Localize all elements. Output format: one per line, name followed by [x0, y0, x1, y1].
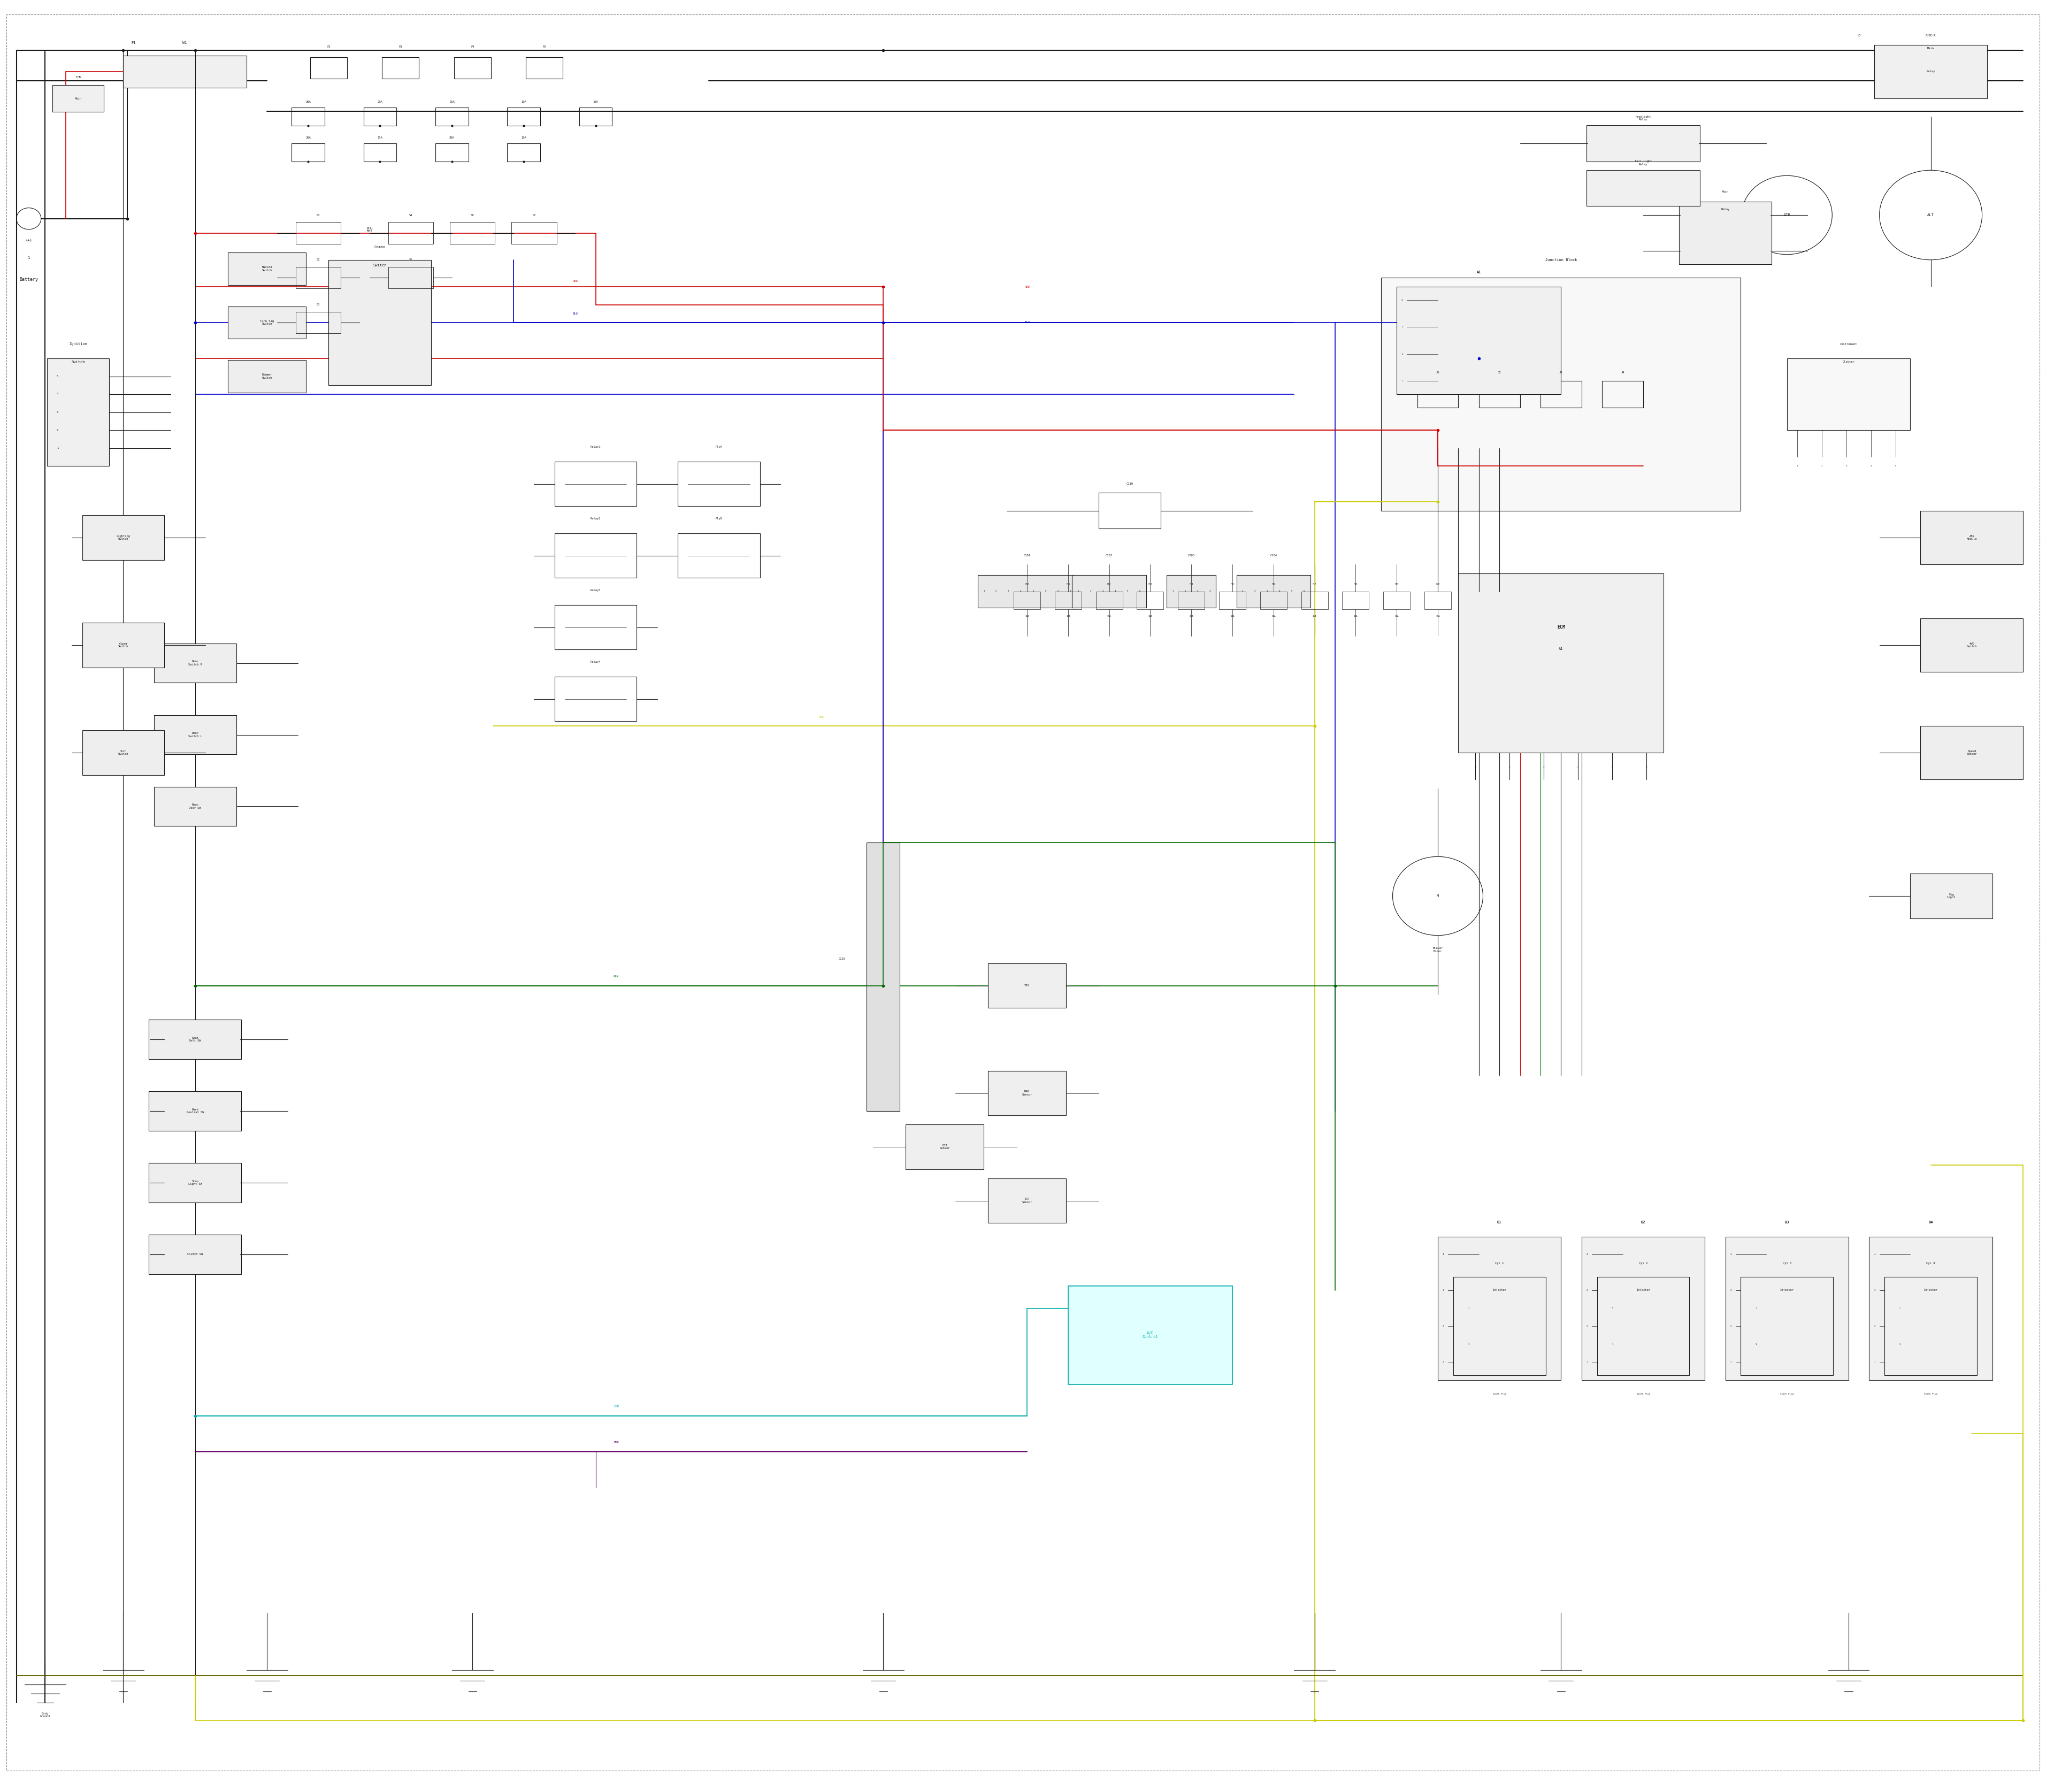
- Text: F12: F12: [1107, 582, 1111, 586]
- Text: 15A: 15A: [1107, 615, 1111, 618]
- Bar: [382, 57, 419, 79]
- Text: PUR: PUR: [614, 1441, 618, 1444]
- Bar: [988, 1070, 1066, 1115]
- Text: 30A: 30A: [306, 100, 310, 104]
- Text: F13: F13: [1148, 582, 1152, 586]
- Bar: [1138, 591, 1165, 609]
- Bar: [329, 260, 431, 385]
- Bar: [1417, 380, 1458, 407]
- Text: YEL: YEL: [820, 715, 824, 719]
- Bar: [1261, 591, 1286, 609]
- Text: Switch: Switch: [72, 360, 84, 364]
- Bar: [388, 267, 433, 289]
- Bar: [988, 964, 1066, 1007]
- Text: Cluster: Cluster: [1842, 360, 1855, 364]
- Text: Relay3: Relay3: [589, 590, 602, 591]
- Text: CYN: CYN: [614, 1405, 618, 1409]
- Text: W1: W1: [183, 41, 187, 45]
- Bar: [1920, 618, 2023, 672]
- Bar: [867, 842, 900, 1111]
- Text: [E1]
WHT: [E1] WHT: [366, 226, 374, 233]
- Bar: [47, 358, 109, 466]
- Text: Rear
Door SW: Rear Door SW: [189, 803, 201, 810]
- Text: Speed
Sensor: Speed Sensor: [1966, 749, 1978, 756]
- Bar: [154, 715, 236, 754]
- Text: Cyl 4: Cyl 4: [1927, 1262, 1935, 1265]
- Bar: [1438, 1236, 1561, 1380]
- Bar: [388, 222, 433, 244]
- Text: Main: Main: [1927, 47, 1935, 50]
- Bar: [364, 143, 396, 161]
- Text: S5: S5: [409, 258, 413, 262]
- Text: STR: STR: [1783, 213, 1791, 217]
- Bar: [228, 306, 306, 339]
- Text: A1: A1: [1477, 271, 1481, 274]
- Text: B3: B3: [1785, 1220, 1789, 1224]
- Text: A/C
Control: A/C Control: [1142, 1331, 1158, 1339]
- Text: BLU: BLU: [573, 312, 577, 315]
- Text: MAP
Sensor: MAP Sensor: [1021, 1090, 1033, 1097]
- Text: 15A: 15A: [1313, 615, 1317, 618]
- Text: F19: F19: [1395, 582, 1399, 586]
- Text: S2: S2: [316, 258, 320, 262]
- Text: F17: F17: [1313, 582, 1317, 586]
- Text: 20A: 20A: [378, 100, 382, 104]
- Text: Main: Main: [74, 97, 82, 100]
- Bar: [1725, 1236, 1849, 1380]
- Bar: [154, 787, 236, 826]
- Text: FUSE-R: FUSE-R: [1925, 34, 1937, 38]
- Text: 15A: 15A: [378, 136, 382, 140]
- Bar: [228, 253, 306, 285]
- Text: S6: S6: [470, 213, 474, 217]
- Bar: [555, 534, 637, 577]
- Bar: [296, 312, 341, 333]
- Bar: [988, 1179, 1066, 1222]
- Text: 10A: 10A: [522, 100, 526, 104]
- Bar: [1072, 575, 1146, 607]
- Bar: [555, 676, 637, 720]
- Bar: [1586, 125, 1701, 161]
- Text: C101: C101: [1023, 554, 1031, 557]
- Text: Spark Plug: Spark Plug: [1925, 1392, 1937, 1396]
- Text: F14: F14: [1189, 582, 1193, 586]
- Text: F20: F20: [1436, 582, 1440, 586]
- Text: M: M: [1436, 894, 1440, 898]
- Text: 30A: 30A: [306, 136, 310, 140]
- Text: (+): (+): [25, 238, 33, 242]
- Text: B4: B4: [1929, 1220, 1933, 1224]
- Bar: [1886, 1276, 1976, 1376]
- Bar: [228, 360, 306, 392]
- Text: Blower
Motor: Blower Motor: [1432, 946, 1444, 953]
- Text: F5: F5: [542, 45, 546, 48]
- Text: 1: 1: [27, 256, 31, 260]
- Bar: [123, 56, 246, 88]
- Text: Switch: Switch: [374, 263, 386, 267]
- Text: Injector: Injector: [1781, 1288, 1793, 1292]
- Text: B2: B2: [1641, 1220, 1645, 1224]
- Bar: [1479, 380, 1520, 407]
- Text: F18: F18: [1354, 582, 1358, 586]
- Bar: [1742, 1276, 1834, 1376]
- Text: Hazard
Switch: Hazard Switch: [261, 265, 273, 272]
- Bar: [1015, 591, 1039, 609]
- Bar: [292, 108, 325, 125]
- Bar: [450, 222, 495, 244]
- Bar: [507, 108, 540, 125]
- Text: Door
Switch R: Door Switch R: [189, 659, 201, 667]
- Text: J2: J2: [1497, 371, 1501, 375]
- Text: Ignition: Ignition: [70, 342, 86, 346]
- Text: Relay: Relay: [1927, 70, 1935, 73]
- Text: F15: F15: [1230, 582, 1234, 586]
- Bar: [364, 108, 396, 125]
- Text: 10A: 10A: [1354, 615, 1358, 618]
- Bar: [1920, 511, 2023, 564]
- Bar: [555, 461, 637, 505]
- Text: C210: C210: [1126, 482, 1134, 486]
- Bar: [1582, 1236, 1705, 1380]
- Text: Tail Light
Relay: Tail Light Relay: [1635, 159, 1651, 167]
- Text: S1: S1: [316, 213, 320, 217]
- Text: Battery: Battery: [18, 278, 39, 281]
- Text: ABS
Module: ABS Module: [1966, 534, 1978, 541]
- Bar: [1540, 380, 1582, 407]
- Text: F10: F10: [1025, 582, 1029, 586]
